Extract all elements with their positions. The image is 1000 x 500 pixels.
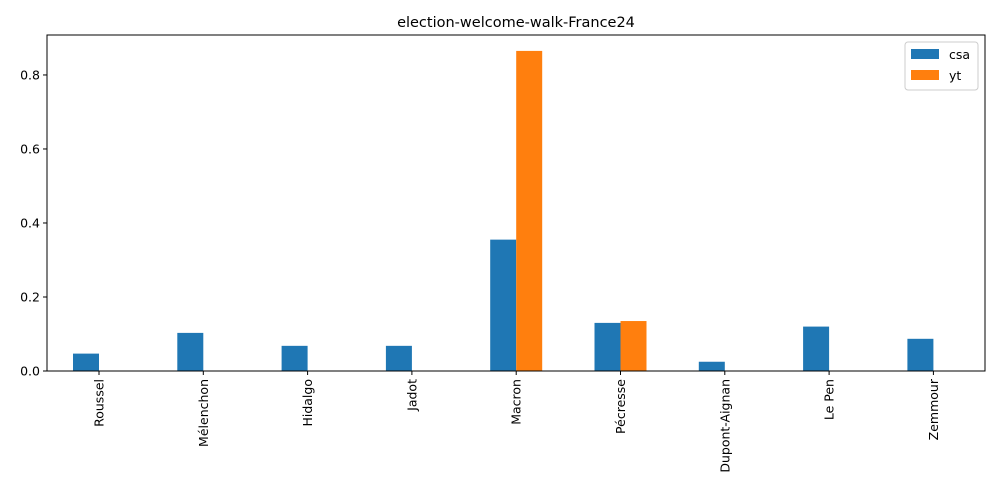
- legend-swatch-csa: [911, 49, 939, 59]
- x-tick-label: Jadot: [404, 379, 419, 412]
- plot-frame: [46, 34, 986, 372]
- x-tick-label: Pécresse: [613, 379, 628, 434]
- x-tick-label: Macron: [509, 379, 524, 425]
- x-tick-label: Le Pen: [822, 379, 837, 420]
- bar-yt-p-cresse: [620, 321, 647, 371]
- legend-label-csa: csa: [949, 47, 970, 62]
- y-axis: 0.0 0.2 0.4 0.6 0.8: [20, 67, 47, 379]
- bar-yt-macron: [516, 50, 543, 371]
- bar-csa-macron: [490, 239, 517, 371]
- y-tick-label: 0.6: [20, 141, 40, 156]
- x-tick-label: Dupont-Aignan: [717, 379, 732, 473]
- bar-csa-roussel: [73, 353, 99, 371]
- chart-title: election-welcome-walk-France24: [397, 15, 635, 31]
- y-tick-label: 0.0: [20, 364, 40, 379]
- bars-group: [73, 50, 934, 371]
- bar-csa-jadot: [385, 345, 412, 371]
- x-axis: Roussel Mélenchon Hidalgo Jadot Macron Pécres…: [92, 371, 941, 473]
- bar-csa-le-pen: [803, 326, 830, 371]
- legend-label-yt: yt: [949, 68, 961, 83]
- y-tick-label: 0.8: [20, 67, 40, 82]
- bar-csa-hidalgo: [281, 345, 308, 371]
- x-tick-label: Hidalgo: [300, 379, 315, 427]
- legend: csa yt: [904, 41, 979, 91]
- bar-csa-m-lenchon: [177, 332, 204, 371]
- x-tick-label: Zemmour: [926, 378, 941, 440]
- bar-csa-p-cresse: [594, 322, 621, 371]
- legend-swatch-yt: [911, 70, 939, 80]
- x-tick-label: Roussel: [92, 379, 107, 427]
- x-tick-label: Mélenchon: [196, 379, 211, 447]
- bar-csa-zemmour: [907, 338, 934, 371]
- y-tick-label: 0.4: [20, 215, 40, 230]
- bar-csa-dupont-aignan: [698, 361, 725, 371]
- y-tick-label: 0.2: [20, 289, 40, 304]
